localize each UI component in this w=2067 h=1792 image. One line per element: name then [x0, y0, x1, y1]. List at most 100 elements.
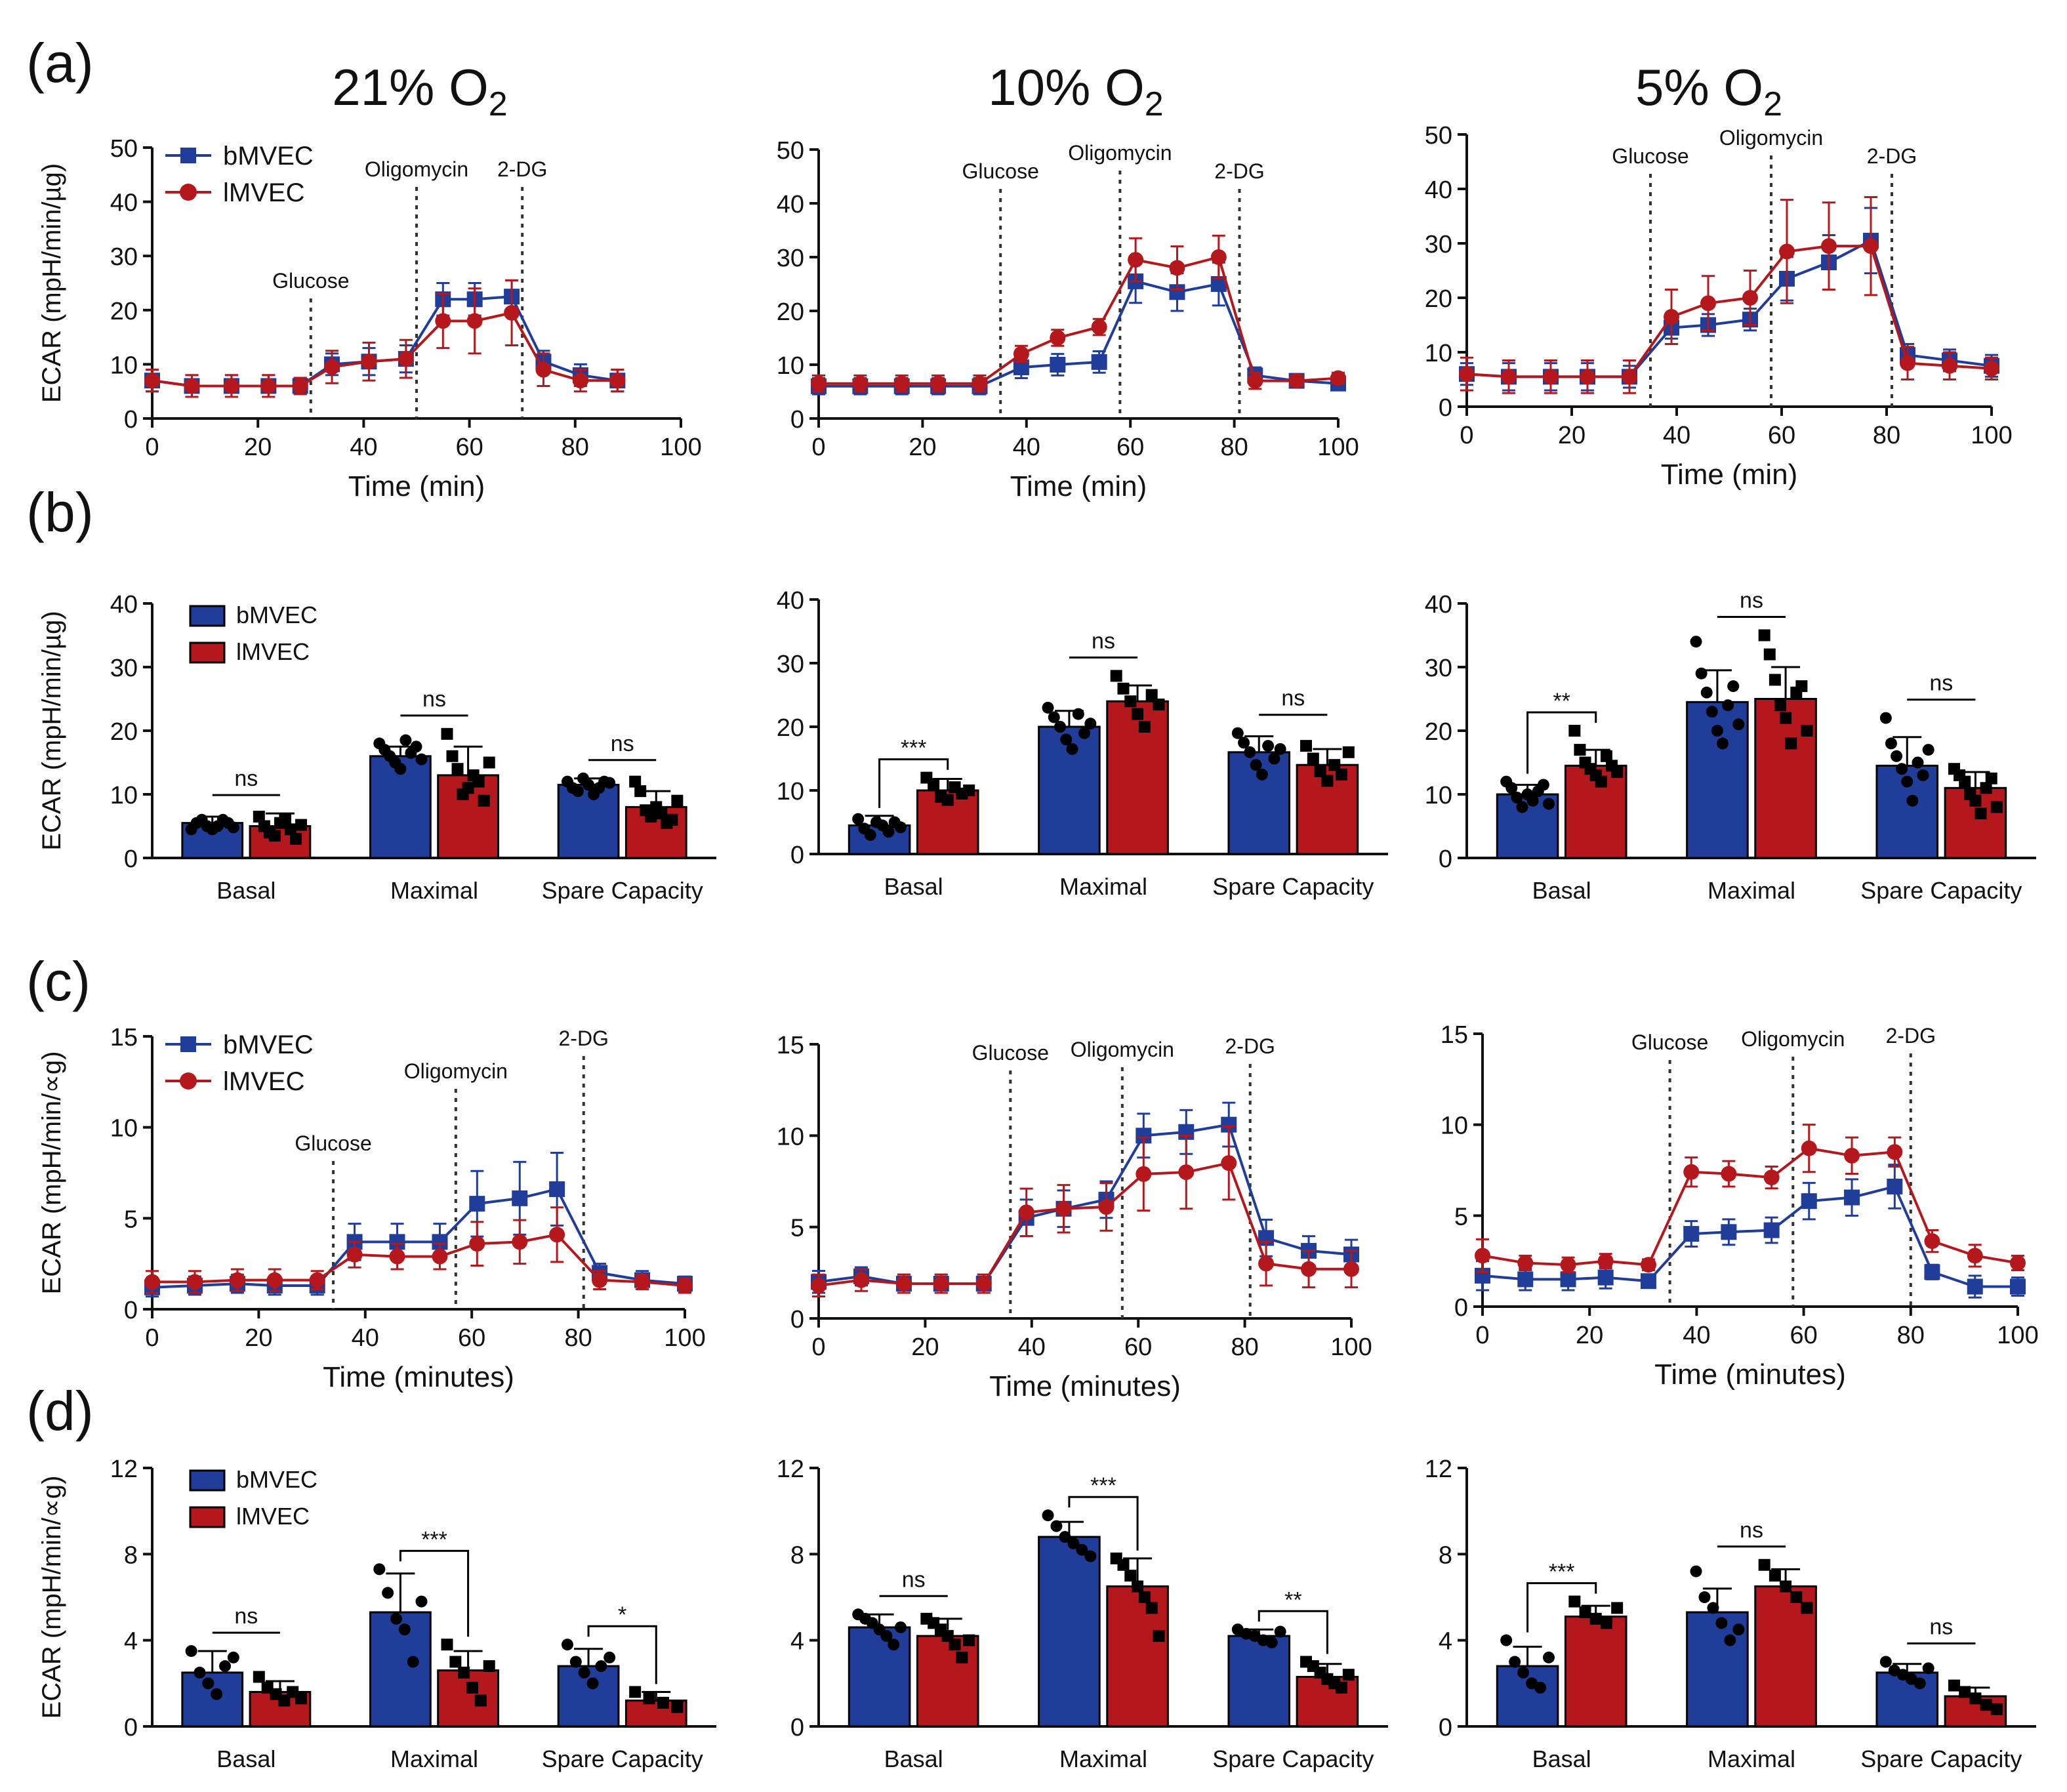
category-label-basal: Basal — [1532, 1745, 1591, 1772]
data-point-lMVEC — [1098, 1199, 1115, 1215]
legend-swatch-lMVEC — [189, 641, 226, 664]
significance-label: ns — [234, 766, 258, 791]
data-point-bMVEC — [549, 1181, 565, 1197]
replicate-point-bMVEC — [1274, 1625, 1286, 1638]
replicate-point-bMVEC — [1879, 1656, 1892, 1668]
replicate-point-bMVEC — [1707, 1602, 1719, 1614]
data-point-bMVEC — [1763, 1222, 1780, 1238]
legend-swatch-bMVEC — [189, 1469, 226, 1492]
y-tick-label: 0 — [1439, 394, 1452, 422]
replicate-point-bMVEC — [1274, 743, 1286, 755]
replicate-point-lMVEC — [645, 810, 657, 823]
y-tick-label: 0 — [790, 842, 804, 869]
replicate-point-bMVEC — [1906, 794, 1919, 807]
x-axis-label: Time (min) — [1010, 470, 1147, 502]
injection-label-glucose: Glucose — [1631, 1030, 1708, 1054]
column-title-21-main: 21% O — [332, 58, 488, 116]
category-label-basal: Basal — [884, 1745, 943, 1772]
data-point-lMVEC — [1459, 366, 1475, 382]
y-tick-label: 0 — [1439, 1714, 1452, 1741]
x-tick-label: 20 — [1558, 422, 1586, 449]
replicate-point-lMVEC — [1769, 674, 1781, 686]
replicate-point-bMVEC — [1516, 801, 1528, 813]
replicate-point-lMVEC — [279, 813, 291, 826]
y-tick-label: 0 — [790, 1306, 804, 1334]
data-point-bMVEC — [1924, 1264, 1940, 1280]
injection-label-oligomycin: Oligomycin — [1068, 141, 1172, 165]
category-label-spare-capacity: Spare Capacity — [1212, 1745, 1374, 1772]
category-label-basal: Basal — [884, 873, 943, 900]
x-tick-label: 20 — [1576, 1322, 1603, 1349]
column-title-21-sub: 2 — [489, 85, 508, 123]
chart-c3: 0 5 10 15 0 20 40 60 80 100 Time (minutes) Glucose O… — [1441, 1021, 2039, 1391]
data-point-bMVEC — [1683, 1226, 1700, 1242]
data-point-lMVEC — [229, 1272, 245, 1288]
replicate-point-lMVEC — [1600, 750, 1612, 762]
x-tick-label: 60 — [1116, 434, 1144, 461]
replicate-point-lMVEC — [1763, 648, 1776, 661]
replicate-point-bMVEC — [1076, 1543, 1088, 1556]
replicate-point-lMVEC — [1574, 744, 1586, 756]
category-label-maximal: Maximal — [1059, 873, 1147, 900]
injection-label-glucose: Glucose — [972, 1041, 1049, 1065]
series-line-lMVEC — [1482, 1147, 2018, 1267]
category-label-spare-capacity: Spare Capacity — [1860, 1745, 2022, 1772]
x-axis-label: Time (minutes) — [323, 1361, 514, 1393]
replicate-point-lMVEC — [1328, 759, 1341, 771]
replicate-point-lMVEC — [1801, 725, 1813, 737]
replicate-point-lMVEC — [1321, 775, 1334, 787]
replicate-point-bMVEC — [1914, 1677, 1926, 1690]
replicate-point-lMVEC — [253, 1671, 265, 1683]
x-tick-label: 80 — [564, 1324, 592, 1352]
replicate-point-bMVEC — [1542, 798, 1555, 810]
replicate-point-lMVEC — [1990, 801, 2003, 813]
data-point-lMVEC — [1742, 290, 1758, 306]
y-tick-label: 20 — [1425, 718, 1452, 746]
replicate-point-lMVEC — [1948, 1679, 1961, 1692]
replicate-point-bMVEC — [569, 1656, 582, 1668]
data-point-bMVEC — [1801, 1193, 1817, 1210]
replicate-point-bMVEC — [1262, 740, 1275, 752]
data-point-bMVEC — [1517, 1271, 1534, 1288]
y-tick-label: 50 — [777, 137, 804, 165]
y-tick-label: 10 — [777, 352, 804, 380]
y-tick-label: 30 — [777, 245, 804, 272]
category-label-maximal: Maximal — [390, 877, 478, 904]
y-tick-label: 0 — [790, 406, 804, 434]
replicate-point-lMVEC — [1758, 629, 1770, 641]
data-point-lMVEC — [432, 1248, 448, 1265]
replicate-point-bMVEC — [595, 1660, 607, 1673]
replicate-point-bMVEC — [1066, 743, 1078, 755]
chart-a1: 0 10 20 30 40 50 ECAR (mpH/min/µg) 0 20 40 60 80 100… — [37, 135, 702, 502]
replicate-point-lMVEC — [458, 1666, 470, 1679]
x-tick-label: 100 — [660, 434, 701, 461]
y-tick-label: 50 — [1425, 122, 1452, 150]
replicate-point-bMVEC — [1715, 1617, 1728, 1629]
replicate-point-bMVEC — [1042, 701, 1054, 714]
replicate-point-lMVEC — [1595, 775, 1607, 788]
data-point-lMVEC — [609, 373, 626, 389]
y-tick-label: 5 — [124, 1206, 138, 1233]
panel-labels-layer: (a) (b) (c) (d) 21% O2 10% O2 5% O2 — [26, 32, 1782, 1442]
data-point-lMVEC — [1247, 373, 1263, 389]
replicate-point-bMVEC — [1732, 718, 1745, 731]
x-axis-label: Time (min) — [1661, 458, 1798, 491]
category-label-maximal: Maximal — [390, 1745, 478, 1772]
replicate-point-lMVEC — [1138, 1591, 1151, 1603]
replicate-point-bMVEC — [604, 1651, 616, 1663]
data-point-bMVEC — [1640, 1273, 1656, 1290]
y-tick-label: 30 — [777, 651, 804, 678]
replicate-point-bMVEC — [1084, 1550, 1097, 1562]
panel-label-b: (b) — [26, 481, 94, 543]
injection-label-glucose: Glucose — [295, 1131, 371, 1155]
data-point-lMVEC — [634, 1274, 651, 1290]
data-point-lMVEC — [309, 1272, 325, 1288]
replicate-point-lMVEC — [643, 1692, 655, 1705]
replicate-point-bMVEC — [561, 1639, 573, 1651]
replicate-point-bMVEC — [1048, 711, 1060, 723]
data-point-lMVEC — [469, 1236, 485, 1252]
replicate-point-lMVEC — [1985, 772, 1997, 784]
legend-marker-lMVEC — [180, 184, 197, 201]
y-tick-label: 12 — [777, 1456, 804, 1483]
data-point-lMVEC — [1013, 346, 1029, 362]
